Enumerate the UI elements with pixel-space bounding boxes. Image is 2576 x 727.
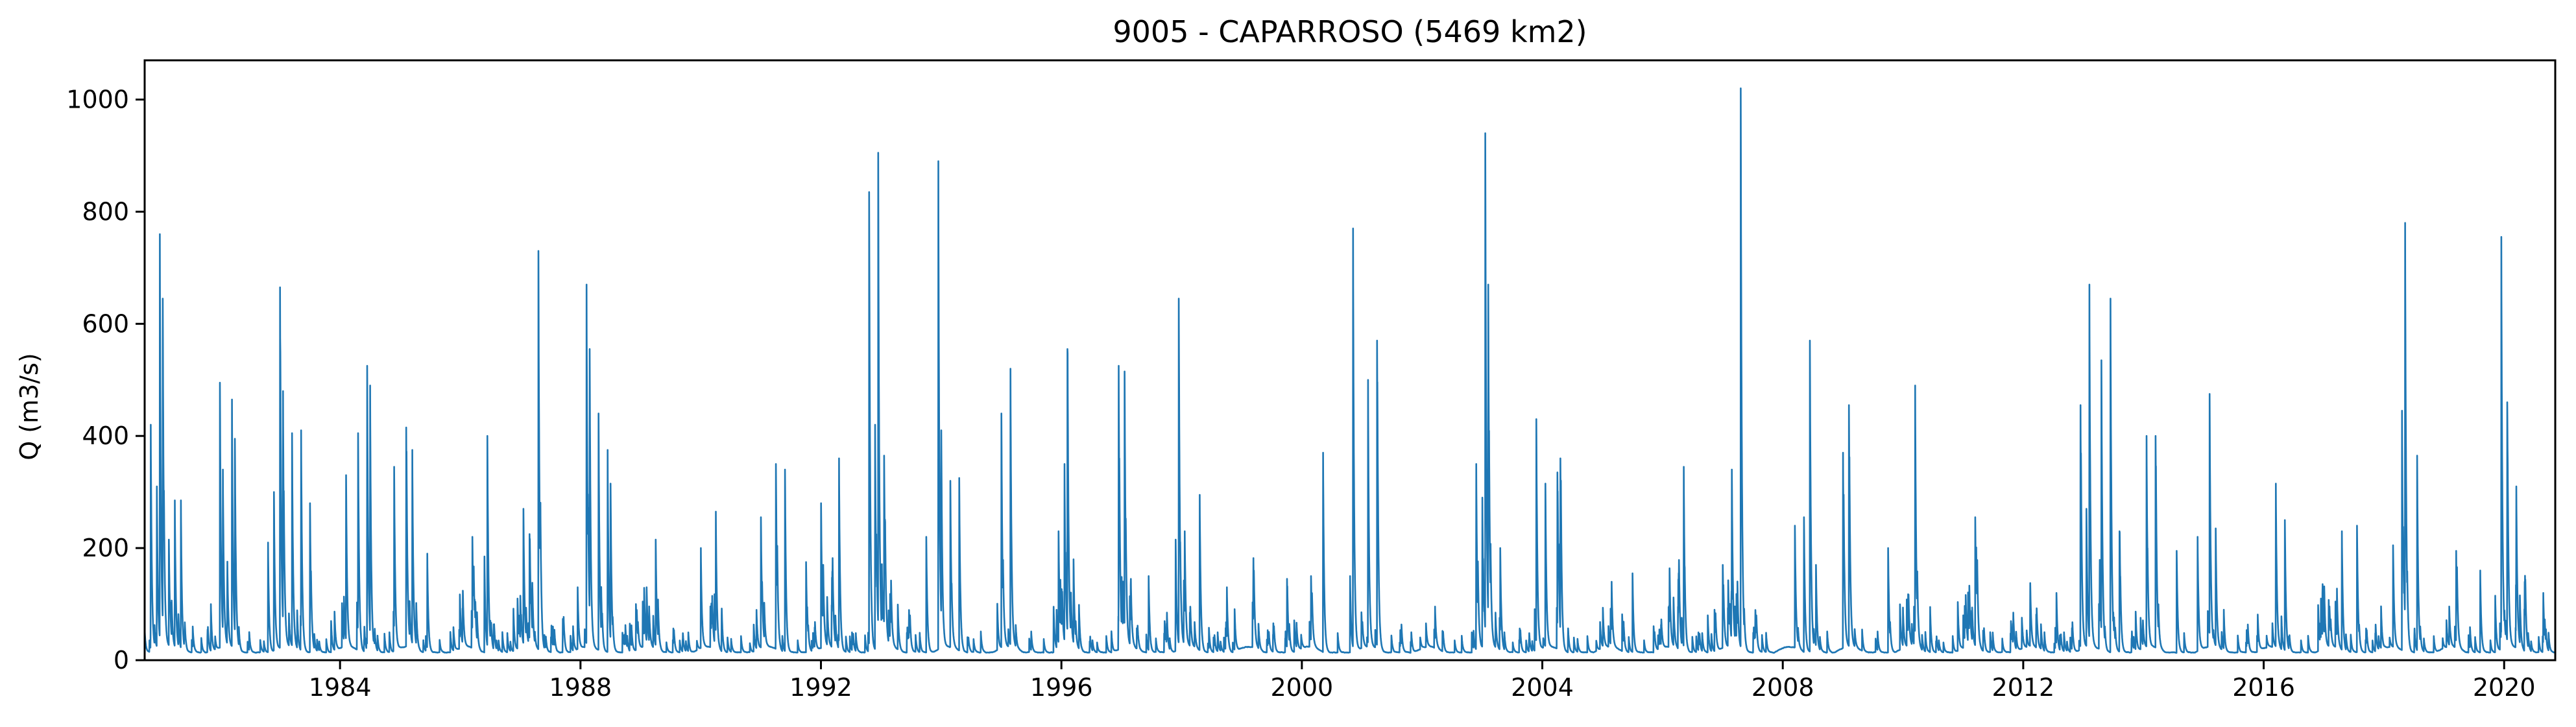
discharge-series-line xyxy=(145,87,2555,654)
y-tick-label: 600 xyxy=(82,309,129,338)
y-tick-label: 400 xyxy=(82,422,129,450)
plot-area xyxy=(145,87,2555,654)
x-tick-label: 2016 xyxy=(2232,673,2295,702)
x-tick-label: 2004 xyxy=(1511,673,1574,702)
y-tick-label: 0 xyxy=(114,646,129,674)
plot-frame xyxy=(143,59,2557,661)
x-tick-label: 2000 xyxy=(1271,673,1334,702)
x-tick-label: 2020 xyxy=(2473,673,2536,702)
x-tick-label: 1984 xyxy=(309,673,372,702)
y-tick-label: 1000 xyxy=(66,86,129,114)
x-tick-label: 1988 xyxy=(549,673,612,702)
y-tick-label: 800 xyxy=(82,197,129,226)
chart-title: 9005 - CAPARROSO (5469 km2) xyxy=(1113,14,1587,49)
ticks-group: 1984 1988 1992 1996 2000 2004 2008 2012 2016 2020… xyxy=(66,86,2535,702)
y-tick-label: 200 xyxy=(82,534,129,562)
x-tick-label: 1996 xyxy=(1030,673,1093,702)
x-tick-label: 2012 xyxy=(1992,673,2055,702)
x-tick-label: 1992 xyxy=(789,673,852,702)
y-axis-label: Q (m3/s) xyxy=(15,353,43,460)
x-tick-label: 2008 xyxy=(1751,673,1814,702)
